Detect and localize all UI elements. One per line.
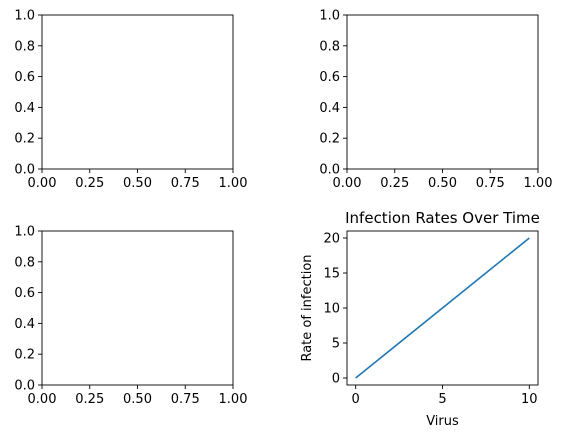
x-tick-label: 0.50: [123, 392, 152, 407]
x-tick-label: 0.75: [171, 392, 200, 407]
x-tick-label: 0.25: [75, 392, 104, 407]
x-tick-label: 0: [352, 392, 360, 407]
x-tick-label: 10: [521, 392, 538, 407]
y-tick-label: 0.6: [14, 286, 35, 301]
y-tick-label: 15: [323, 267, 340, 282]
y-tick-label: 0.6: [14, 70, 35, 85]
y-tick-label: 0.2: [14, 348, 35, 363]
axes-frame: [41, 230, 234, 386]
y-tick-label: 0.4: [14, 317, 35, 332]
y-tick-label: 0.0: [319, 163, 340, 178]
x-tick-label: 1.00: [219, 392, 248, 407]
x-tick-label: 0.50: [123, 176, 152, 191]
y-tick-label: 0: [332, 372, 340, 387]
y-tick-label: 0.4: [14, 101, 35, 116]
series-line-1: [355, 237, 530, 379]
y-tick-label: 0.2: [14, 132, 35, 147]
x-tick-label: 5: [438, 392, 446, 407]
x-tick-label: 0.50: [428, 176, 457, 191]
y-tick-label: 0.8: [14, 39, 35, 54]
y-axis-label: Rate of infection: [300, 254, 315, 361]
x-axis-label: Virus: [426, 414, 459, 429]
y-tick-label: 1.0: [14, 225, 35, 240]
x-tick-label: 1.00: [219, 176, 248, 191]
x-tick-label: 0.00: [28, 392, 57, 407]
axes-frame: [41, 14, 234, 170]
x-tick-label: 0.00: [28, 176, 57, 191]
x-tick-label: 0.75: [171, 176, 200, 191]
y-tick-label: 20: [323, 232, 340, 247]
y-tick-label: 1.0: [319, 9, 340, 24]
axes-frame: [346, 14, 539, 170]
x-tick-label: 1.00: [524, 176, 553, 191]
x-tick-label: 0.75: [476, 176, 505, 191]
y-tick-label: 5: [332, 337, 340, 352]
x-tick-label: 0.00: [333, 176, 362, 191]
y-tick-label: 0.0: [14, 379, 35, 394]
y-tick-label: 10: [323, 302, 340, 317]
y-tick-label: 0.4: [319, 101, 340, 116]
x-tick-label: 0.25: [75, 176, 104, 191]
y-tick-label: 0.6: [319, 70, 340, 85]
x-tick-label: 0.25: [380, 176, 409, 191]
y-tick-label: 1.0: [14, 9, 35, 24]
y-tick-label: 0.8: [319, 39, 340, 54]
y-tick-label: 0.0: [14, 163, 35, 178]
chart-title: Infection Rates Over Time: [345, 209, 540, 227]
y-tick-label: 0.2: [319, 132, 340, 147]
y-tick-label: 0.8: [14, 255, 35, 270]
